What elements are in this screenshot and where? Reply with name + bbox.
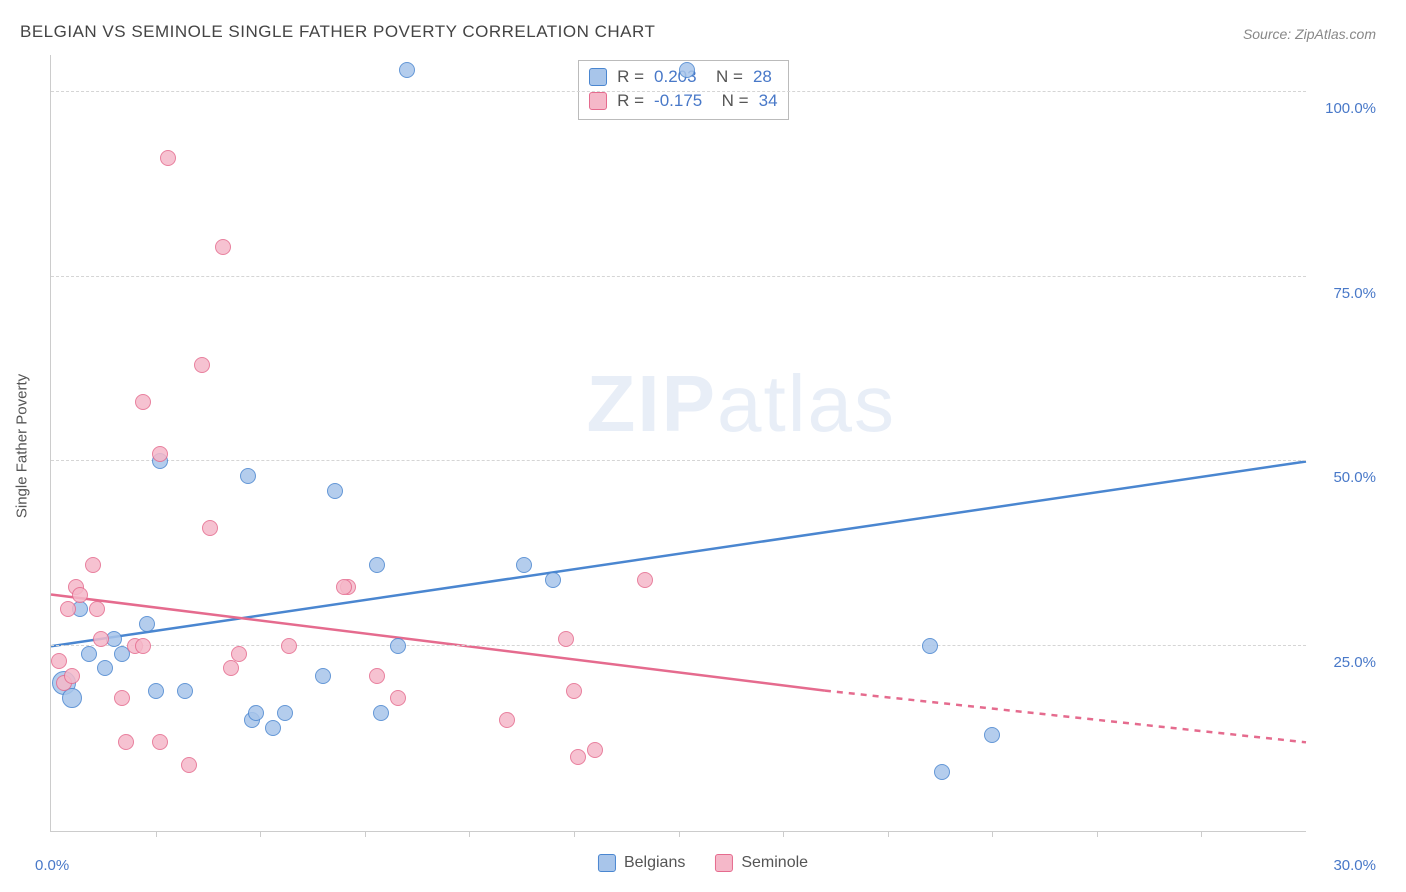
legend-swatch [589,68,607,86]
data-point [637,572,653,588]
data-point [277,705,293,721]
trend-lines [51,55,1306,831]
legend-n-value: 28 [753,65,772,89]
trend-line [825,691,1306,743]
trend-line [51,461,1306,646]
data-point [558,631,574,647]
y-tick-label: 100.0% [1325,100,1376,117]
data-point [336,579,352,595]
data-point [135,394,151,410]
x-tick [260,831,261,837]
y-tick-label: 25.0% [1333,654,1376,671]
x-tick [574,831,575,837]
data-point [118,734,134,750]
y-axis-label: Single Father Poverty [14,374,31,518]
legend-n-value: 34 [759,89,778,113]
data-point [516,557,532,573]
data-point [89,601,105,617]
data-point [215,239,231,255]
legend-r-value: -0.175 [654,89,702,113]
trend-line [51,595,825,691]
data-point [160,150,176,166]
data-point [587,742,603,758]
legend-swatch [715,854,733,872]
gridline [51,276,1306,277]
data-point [97,660,113,676]
series-name: Belgians [624,854,685,872]
data-point [81,646,97,662]
x-tick [888,831,889,837]
data-point [390,638,406,654]
data-point [679,62,695,78]
data-point [499,712,515,728]
x-tick [156,831,157,837]
x-tick [469,831,470,837]
x-tick [1097,831,1098,837]
data-point [248,705,264,721]
data-point [152,446,168,462]
legend-swatch [589,92,607,110]
x-tick [992,831,993,837]
series-legend: Belgians Seminole [598,854,808,872]
data-point [922,638,938,654]
y-tick-label: 50.0% [1333,469,1376,486]
data-point [231,646,247,662]
data-point [60,601,76,617]
x-tick [679,831,680,837]
legend-row: R = -0.175 N = 34 [589,89,777,113]
data-point [265,720,281,736]
source-attribution: Source: ZipAtlas.com [1243,26,1376,42]
plot-area: ZIPatlas R = 0.203 N = 28R = -0.175 N = … [50,55,1306,832]
series-legend-item: Belgians [598,854,685,872]
gridline [51,460,1306,461]
data-point [315,668,331,684]
data-point [72,587,88,603]
gridline [51,91,1306,92]
data-point [570,749,586,765]
data-point [135,638,151,654]
x-tick [365,831,366,837]
legend-r-label: R = [617,89,644,113]
chart-title: BELGIAN VS SEMINOLE SINGLE FATHER POVERT… [20,22,655,42]
series-name: Seminole [741,854,808,872]
x-axis-min: 0.0% [35,857,69,874]
data-point [139,616,155,632]
data-point [240,468,256,484]
data-point [85,557,101,573]
data-point [51,653,67,669]
data-point [181,757,197,773]
data-point [194,357,210,373]
watermark-atlas: atlas [717,359,896,448]
legend-n-label: N = [712,89,748,113]
data-point [984,727,1000,743]
data-point [93,631,109,647]
data-point [327,483,343,499]
x-tick [783,831,784,837]
legend-n-label: N = [707,65,743,89]
x-tick [1201,831,1202,837]
data-point [566,683,582,699]
series-legend-item: Seminole [715,854,808,872]
watermark: ZIPatlas [587,358,896,450]
data-point [223,660,239,676]
y-tick-label: 75.0% [1333,285,1376,302]
data-point [545,572,561,588]
x-axis-max: 30.0% [1333,857,1376,874]
data-point [369,557,385,573]
data-point [152,734,168,750]
data-point [369,668,385,684]
data-point [934,764,950,780]
watermark-zip: ZIP [587,359,717,448]
legend-swatch [598,854,616,872]
data-point [390,690,406,706]
data-point [281,638,297,654]
data-point [64,668,80,684]
data-point [399,62,415,78]
data-point [373,705,389,721]
data-point [202,520,218,536]
legend-r-label: R = [617,65,644,89]
data-point [177,683,193,699]
data-point [114,690,130,706]
data-point [148,683,164,699]
